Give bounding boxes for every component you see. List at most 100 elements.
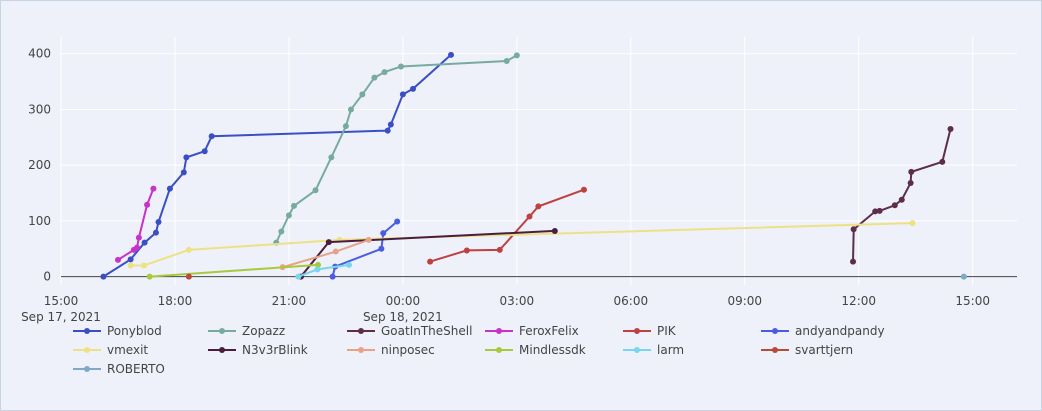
- data-point[interactable]: [359, 91, 366, 98]
- legend-swatch-marker: [634, 347, 640, 353]
- data-point[interactable]: [535, 203, 542, 210]
- legend-swatch-marker: [358, 328, 364, 334]
- data-point[interactable]: [387, 121, 394, 128]
- data-point[interactable]: [891, 202, 898, 209]
- data-point[interactable]: [342, 123, 349, 130]
- data-point[interactable]: [208, 133, 215, 140]
- legend-item-zopazz[interactable]: Zopazz: [208, 324, 285, 338]
- legend-item-larm[interactable]: larm: [623, 343, 684, 357]
- data-point[interactable]: [315, 261, 322, 268]
- data-point[interactable]: [285, 212, 292, 219]
- legend-label: ROBERTO: [107, 362, 165, 376]
- legend-item-vmexit[interactable]: vmexit: [73, 343, 148, 357]
- data-point[interactable]: [100, 273, 107, 280]
- data-point[interactable]: [872, 208, 879, 215]
- data-point[interactable]: [290, 202, 297, 209]
- data-point[interactable]: [328, 154, 335, 161]
- data-point[interactable]: [876, 207, 883, 214]
- data-point[interactable]: [397, 63, 404, 70]
- data-point[interactable]: [898, 196, 905, 203]
- data-point[interactable]: [394, 218, 401, 225]
- data-point[interactable]: [185, 273, 192, 280]
- legend-swatch-marker: [219, 328, 225, 334]
- data-point[interactable]: [133, 244, 140, 251]
- data-point[interactable]: [312, 187, 319, 194]
- data-point[interactable]: [329, 273, 336, 280]
- data-point[interactable]: [381, 69, 388, 76]
- legend-item-mindlessdk[interactable]: Mindlessdk: [485, 343, 586, 357]
- legend-swatch-marker: [496, 347, 502, 353]
- legend-item-feroxfelix[interactable]: FeroxFelix: [485, 324, 579, 338]
- data-point[interactable]: [580, 186, 587, 193]
- x-tick-date-label: Sep 18, 2021: [363, 310, 443, 324]
- legend-item-ninposec[interactable]: ninposec: [347, 343, 435, 357]
- data-point[interactable]: [183, 154, 190, 161]
- series-lines: [100, 51, 967, 280]
- data-point[interactable]: [371, 74, 378, 81]
- data-point[interactable]: [278, 228, 285, 235]
- data-point[interactable]: [146, 273, 153, 280]
- data-point[interactable]: [947, 125, 954, 132]
- data-point[interactable]: [551, 227, 558, 234]
- y-tick-label: 400: [28, 47, 51, 61]
- data-point[interactable]: [513, 52, 520, 59]
- x-tick-label: 21:00: [272, 294, 307, 308]
- data-point[interactable]: [378, 245, 385, 252]
- data-point[interactable]: [384, 127, 391, 134]
- legend-item-roberto[interactable]: ROBERTO: [73, 362, 165, 376]
- legend-item-goatintheshell[interactable]: GoatInTheShell: [347, 324, 472, 338]
- data-point[interactable]: [332, 248, 339, 255]
- series-zopazz: [273, 52, 520, 246]
- data-point[interactable]: [180, 169, 187, 176]
- data-point[interactable]: [496, 246, 503, 253]
- data-point[interactable]: [155, 219, 162, 226]
- legend-swatch-marker: [84, 366, 90, 372]
- data-point[interactable]: [526, 213, 533, 220]
- data-point[interactable]: [144, 201, 151, 208]
- data-point[interactable]: [314, 266, 321, 273]
- data-point[interactable]: [503, 57, 510, 64]
- data-point[interactable]: [141, 239, 148, 246]
- legend-label: PIK: [657, 324, 677, 338]
- data-point[interactable]: [850, 258, 857, 265]
- data-point[interactable]: [960, 273, 967, 280]
- data-point[interactable]: [410, 85, 417, 92]
- data-point[interactable]: [850, 226, 857, 233]
- data-point[interactable]: [140, 262, 147, 269]
- data-point[interactable]: [346, 261, 353, 268]
- data-point[interactable]: [939, 158, 946, 165]
- data-point[interactable]: [152, 229, 159, 236]
- data-point[interactable]: [365, 236, 372, 243]
- legend-item-pik[interactable]: PIK: [623, 324, 677, 338]
- data-point[interactable]: [463, 247, 470, 254]
- data-point[interactable]: [347, 106, 354, 113]
- data-point[interactable]: [201, 148, 208, 155]
- data-point[interactable]: [908, 168, 915, 175]
- data-point[interactable]: [127, 262, 134, 269]
- data-point[interactable]: [135, 234, 142, 241]
- legend-item-ponyblod[interactable]: Ponyblod: [73, 324, 162, 338]
- data-point[interactable]: [907, 180, 914, 187]
- data-point[interactable]: [909, 220, 916, 227]
- series-line: [275, 54, 518, 244]
- data-point[interactable]: [185, 246, 192, 253]
- data-point[interactable]: [166, 185, 173, 192]
- legend-item-n3v3rblink[interactable]: N3v3rBlink: [208, 343, 308, 357]
- data-point[interactable]: [114, 256, 121, 263]
- series-feroxfelix: [114, 185, 157, 263]
- data-point[interactable]: [399, 91, 406, 98]
- legend-item-svarttjern[interactable]: svarttjern: [761, 343, 853, 357]
- data-point[interactable]: [295, 273, 302, 280]
- data-point[interactable]: [150, 185, 157, 192]
- data-point[interactable]: [127, 256, 134, 263]
- data-point[interactable]: [380, 230, 387, 237]
- series-larm: [295, 261, 353, 280]
- data-point[interactable]: [447, 51, 454, 58]
- data-point[interactable]: [427, 258, 434, 265]
- data-point[interactable]: [325, 239, 332, 246]
- gridlines: [60, 37, 1017, 285]
- legend-item-andyandpandy[interactable]: andyandpandy: [761, 324, 885, 338]
- legend-label: Ponyblod: [107, 324, 162, 338]
